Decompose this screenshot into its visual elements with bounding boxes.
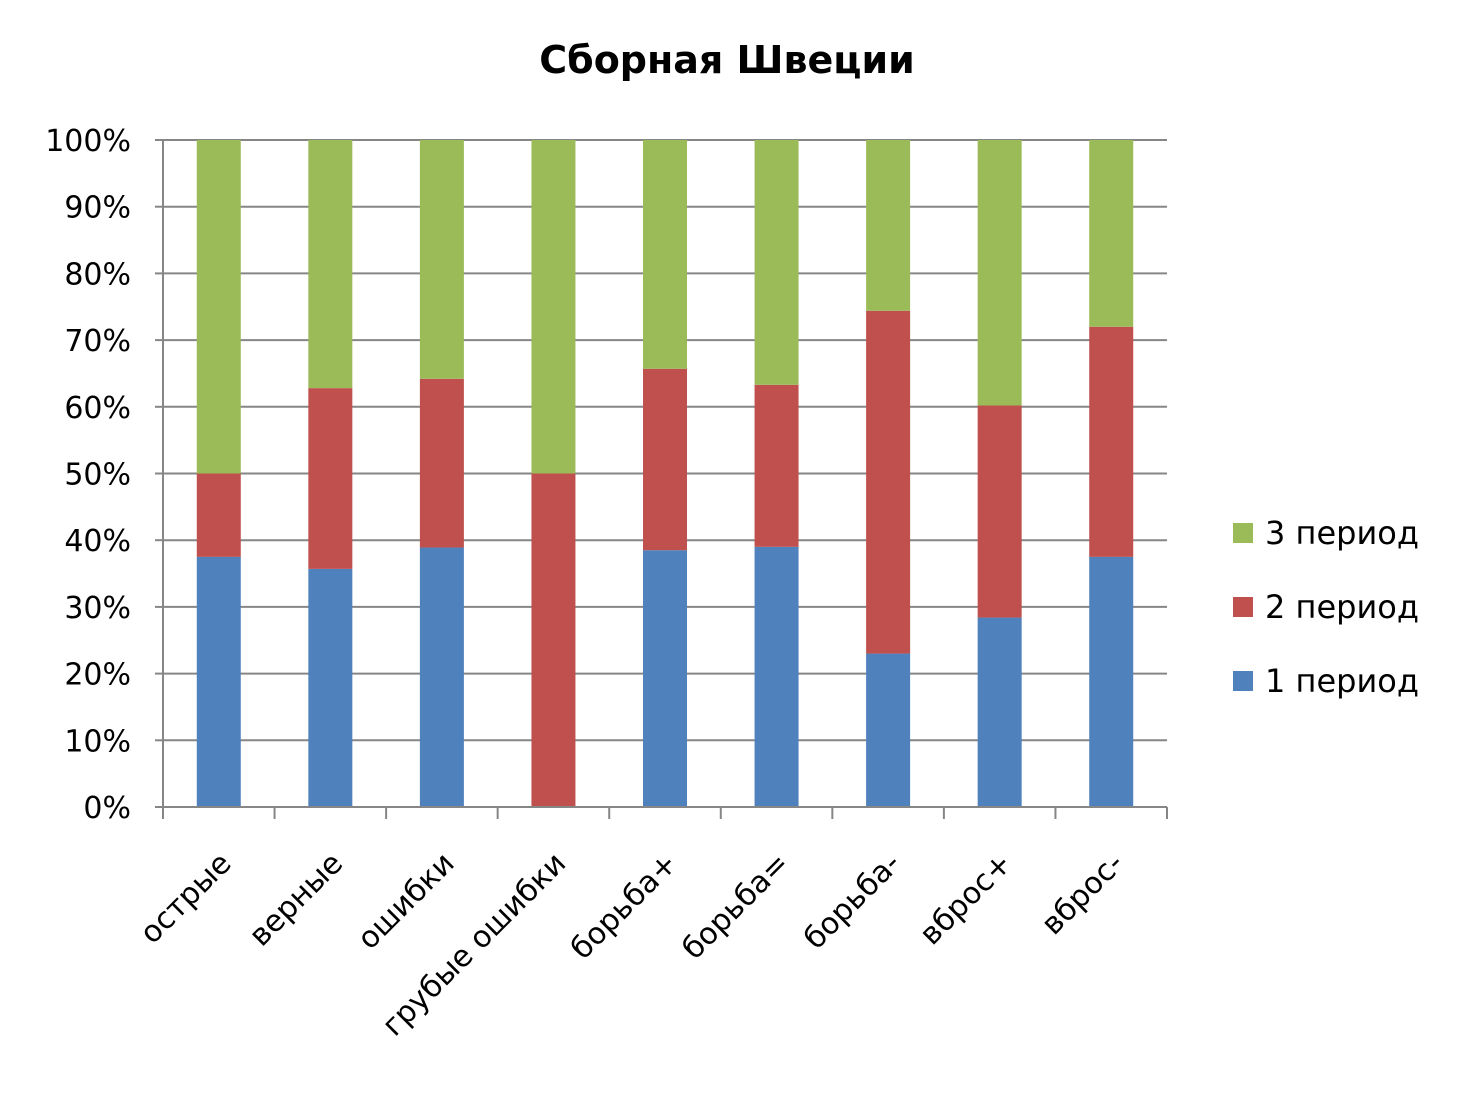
bars — [196, 140, 1134, 807]
axes — [155, 139, 1168, 819]
bar-segment — [419, 378, 464, 548]
bar-segment — [196, 556, 241, 807]
bar-segment — [977, 140, 1022, 406]
legend: 3 период 2 период 1 период — [1233, 514, 1419, 700]
legend-label: 1 период — [1265, 662, 1419, 700]
y-tick-label: 40% — [64, 524, 131, 559]
y-tick-label: 10% — [64, 724, 131, 759]
x-tick-label: борьба+ — [564, 846, 685, 967]
bar-segment — [754, 546, 799, 807]
bar-segment — [1089, 140, 1134, 327]
y-tick-label: 90% — [64, 191, 131, 226]
x-tick-label: ошибки — [351, 846, 462, 957]
bar-segment — [754, 384, 799, 547]
bar-segment — [531, 140, 576, 474]
bar-segment — [754, 140, 799, 385]
x-tick-label: верные — [243, 846, 350, 953]
x-tick-label: грубые ошибки — [376, 846, 573, 1043]
bar-segment — [308, 140, 353, 389]
bar-segment — [196, 473, 241, 557]
y-tick-label: 100% — [45, 124, 131, 159]
bar-segment — [531, 473, 576, 807]
bar-segment — [977, 405, 1022, 618]
y-tick-label: 80% — [64, 257, 131, 292]
y-tick-label: 70% — [64, 324, 131, 359]
legend-swatch — [1233, 671, 1253, 691]
bar-segment — [308, 568, 353, 807]
bar-segment — [196, 140, 241, 474]
x-tick-label: вброс- — [1035, 846, 1131, 942]
x-tick-label: борьба- — [797, 846, 908, 957]
x-tick-label: вброс+ — [913, 846, 1019, 952]
bar-segment — [977, 617, 1022, 807]
x-tick-label: острые — [133, 846, 238, 951]
legend-swatch — [1233, 523, 1253, 543]
x-tick-label: борьба= — [676, 846, 797, 967]
bar-segment — [308, 388, 353, 569]
y-tick-label: 50% — [64, 458, 131, 493]
y-tick-label: 30% — [64, 591, 131, 626]
legend-label: 3 период — [1265, 514, 1419, 552]
bar-segment — [1089, 556, 1134, 807]
bar-segment — [866, 140, 911, 311]
legend-label: 2 период — [1265, 588, 1419, 626]
bar-segment — [1089, 326, 1134, 557]
y-axis-tick-labels: 0% 10% 20% 30% 40% 50% 60% 70% 80% 90% 100% — [45, 124, 131, 826]
bar-segment — [419, 140, 464, 379]
bar-segment — [643, 368, 687, 551]
bar-segment — [866, 653, 911, 807]
legend-swatch — [1233, 597, 1253, 617]
y-tick-label: 0% — [83, 791, 131, 826]
bar-segment — [643, 140, 687, 369]
chart-title: Сборная Швеции — [539, 38, 914, 82]
bar-segment — [643, 550, 687, 807]
y-tick-label: 20% — [64, 658, 131, 693]
bar-segment — [419, 547, 464, 807]
y-tick-label: 60% — [64, 391, 131, 426]
bar-segment — [866, 310, 911, 654]
